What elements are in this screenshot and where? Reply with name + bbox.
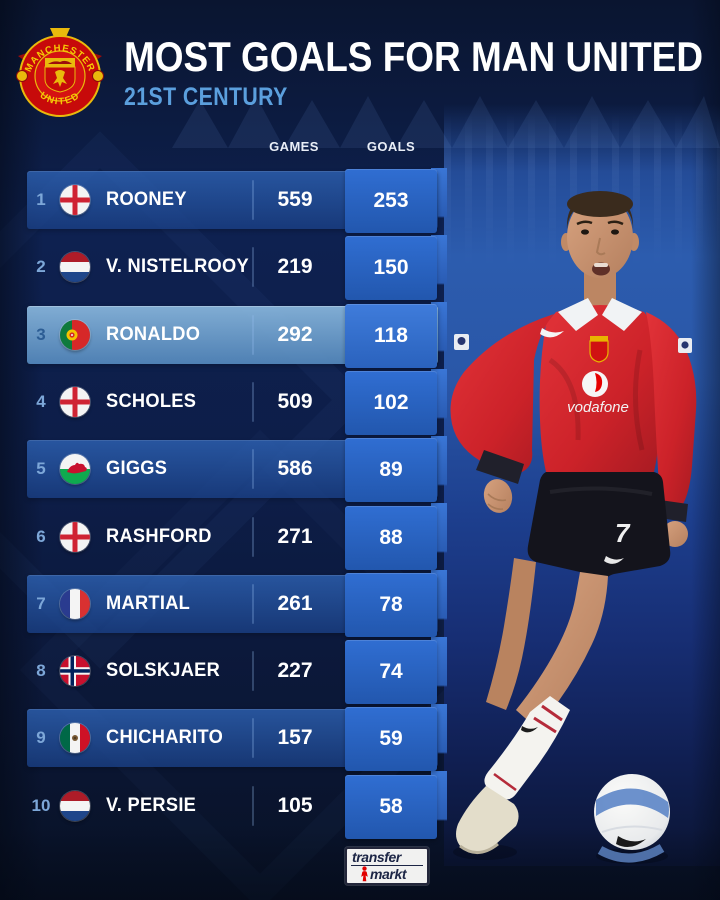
column-divider — [252, 449, 254, 490]
goals-value: 74 — [379, 660, 403, 684]
flag-icon-england — [60, 521, 90, 552]
rank-label: 7 — [36, 593, 46, 613]
flag-icon-norway — [60, 656, 90, 687]
column-divider — [252, 247, 254, 288]
games-value: 227 — [277, 659, 313, 683]
rank-label: 4 — [36, 391, 46, 411]
goals-value: 59 — [379, 727, 403, 751]
rank-label: 8 — [36, 661, 46, 681]
goals-cell: 89 — [345, 438, 437, 503]
flag-icon-england — [60, 185, 90, 215]
column-divider — [252, 785, 254, 826]
games-value: 292 — [277, 322, 313, 346]
rank-label: 2 — [36, 257, 46, 277]
player-name: V. NISTELROOY — [106, 256, 249, 278]
player-name: SOLSKJAER — [106, 660, 221, 682]
player-name: GIGGS — [106, 458, 168, 480]
games-value: 586 — [277, 457, 313, 481]
table-row: 2 V. NISTELROOY 219 150 — [27, 236, 438, 301]
table-row: 3 RONALDO 292 118 — [27, 303, 438, 368]
player-name: CHICHARITO — [106, 727, 224, 749]
rank-label: 6 — [36, 526, 46, 546]
goals-value: 88 — [379, 525, 403, 549]
goals-value: 118 — [374, 323, 408, 347]
goals-value: 102 — [373, 390, 409, 414]
goals-value: 78 — [379, 592, 403, 616]
flag-icon-mexico — [60, 723, 90, 754]
transfermarkt-logo-line2: markt — [370, 865, 407, 882]
rank-label: 9 — [36, 728, 46, 748]
player-name: MARTIAL — [106, 592, 191, 614]
column-divider — [252, 381, 254, 422]
table-row: 1 ROONEY 559 253 — [27, 169, 438, 233]
rank-label: 1 — [36, 190, 46, 209]
rank-label: 3 — [36, 324, 46, 344]
goals-value: 253 — [373, 189, 409, 212]
player-name: V. PERSIE — [106, 794, 197, 816]
transfermarkt-logo: transfer markt — [345, 847, 429, 885]
player-name: RASHFORD — [106, 525, 212, 547]
goals-cell: 74 — [345, 640, 437, 705]
games-value: 509 — [277, 389, 313, 413]
goals-cell: 253 — [345, 169, 437, 233]
goals-cell: 59 — [345, 707, 437, 772]
column-divider — [252, 314, 254, 355]
games-value: 219 — [277, 255, 313, 279]
table-row: 4 SCHOLES 509 102 — [27, 370, 438, 435]
rank-label: 10 — [31, 795, 51, 815]
goals-cell: 150 — [345, 236, 437, 301]
flag-icon-france — [60, 588, 90, 619]
flag-icon-england — [60, 386, 90, 417]
goals-cell: 78 — [345, 572, 437, 637]
transfermarkt-mascot-icon — [361, 866, 368, 882]
goals-cell: 118 — [345, 303, 437, 368]
flag-icon-netherlands — [60, 790, 90, 821]
table-row: 5 GIGGS 586 89 — [27, 438, 438, 503]
table-row: 8 SOLSKJAER 227 74 — [27, 640, 438, 705]
goals-cell: 102 — [345, 370, 437, 435]
table-row: 10 V. PERSIE 105 58 — [27, 774, 438, 839]
goals-cell: 58 — [345, 774, 437, 839]
column-divider — [252, 718, 254, 759]
flag-icon-wales — [60, 454, 90, 485]
games-value: 261 — [277, 591, 313, 615]
player-name: RONALDO — [106, 323, 201, 345]
column-divider — [252, 180, 254, 220]
games-value: 559 — [277, 188, 313, 211]
flag-icon-portugal — [60, 319, 90, 350]
table-row: 6 RASHFORD 271 88 — [27, 505, 438, 570]
rank-label: 5 — [36, 459, 46, 479]
goals-value: 58 — [379, 794, 403, 818]
player-name: ROONEY — [106, 189, 187, 210]
column-divider — [252, 516, 254, 557]
games-value: 271 — [277, 524, 313, 548]
transfermarkt-logo-line1: transfer — [351, 850, 423, 866]
table-row: 7 MARTIAL 261 78 — [27, 572, 438, 637]
games-value: 157 — [277, 726, 313, 750]
column-divider — [252, 583, 254, 624]
games-value: 105 — [277, 793, 313, 817]
table-row: 9 CHICHARITO 157 59 — [27, 707, 438, 772]
player-name: SCHOLES — [106, 390, 197, 412]
goals-value: 89 — [379, 458, 403, 482]
goals-value: 150 — [373, 256, 409, 280]
column-divider — [252, 651, 254, 692]
goals-cell: 88 — [345, 505, 437, 570]
flag-icon-netherlands — [60, 252, 90, 283]
